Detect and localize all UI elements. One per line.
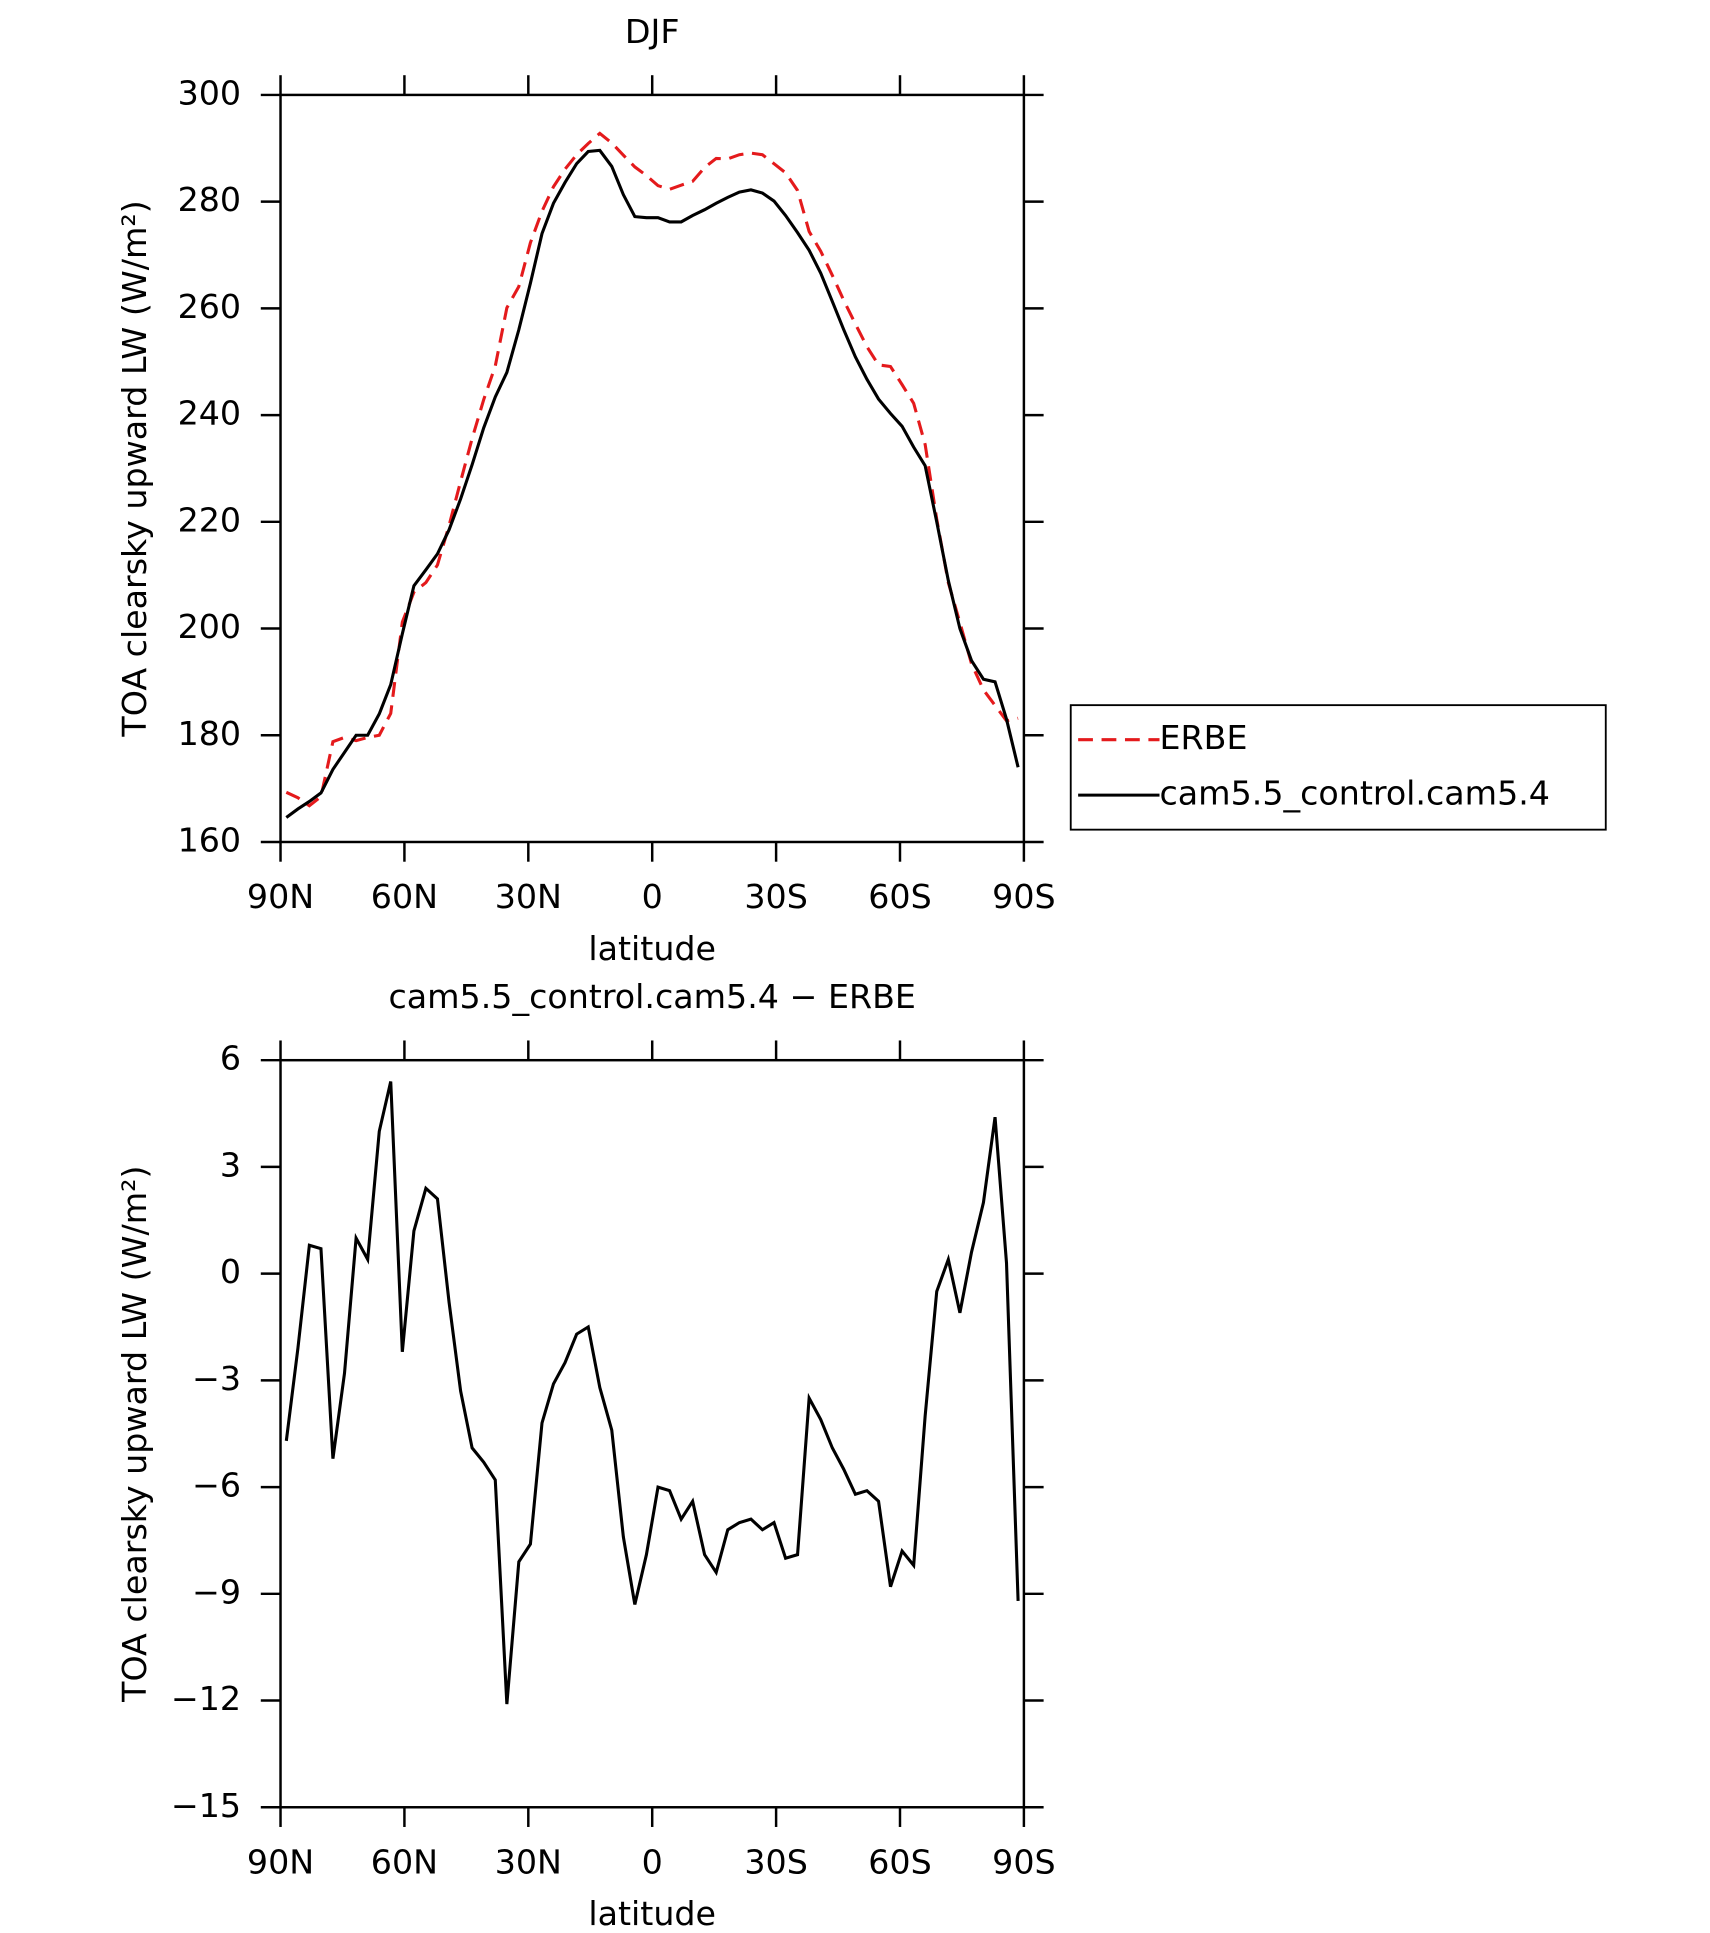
x-tick-label: 90N	[247, 877, 314, 916]
y-tick-label: 300	[178, 73, 242, 112]
plot-frame	[279, 93, 1026, 844]
x-tick-label: 60N	[371, 1842, 438, 1881]
x-tick-label: 30N	[495, 1842, 562, 1881]
x-tick-label: 60S	[868, 1842, 931, 1881]
legend-box	[1069, 704, 1607, 831]
y-tick-label: 260	[178, 287, 242, 326]
x-tick-label: 30S	[744, 877, 807, 916]
data-line	[285, 148, 1020, 819]
y-tick-label: 0	[220, 1252, 241, 1291]
y-tick-label: 160	[178, 820, 242, 859]
y-tick-label: 200	[178, 607, 242, 646]
data-line	[284, 1081, 1020, 1705]
x-tick-label: 60N	[371, 877, 438, 916]
x-axis-label: latitude	[588, 1894, 716, 1933]
legend-label: cam5.5_control.cam5.4	[1159, 774, 1549, 813]
y-tick-label: 6	[220, 1039, 241, 1078]
chart-title: DJF	[625, 12, 680, 51]
y-tick-label: 240	[178, 394, 242, 433]
y-tick-label: 3	[220, 1145, 241, 1184]
y-tick-label: 180	[178, 714, 242, 753]
y-tick-label: 220	[178, 500, 242, 539]
x-tick-label: 90S	[992, 1842, 1055, 1881]
y-tick-label: −15	[171, 1786, 241, 1825]
x-tick-label: 60S	[868, 877, 931, 916]
x-tick-label: 0	[642, 1842, 663, 1881]
x-tick-label: 30N	[495, 877, 562, 916]
x-axis-label: latitude	[588, 929, 716, 968]
y-tick-label: 280	[178, 180, 242, 219]
data-line	[285, 131, 1019, 808]
y-axis-label: TOA clearsky upward LW (W/m²)	[115, 1166, 154, 1703]
y-tick-label: −3	[192, 1359, 241, 1398]
x-tick-label: 0	[642, 877, 663, 916]
x-tick-label: 90S	[992, 877, 1055, 916]
y-tick-label: −12	[171, 1679, 241, 1718]
y-tick-label: −6	[192, 1466, 241, 1505]
y-axis-label: TOA clearsky upward LW (W/m²)	[115, 200, 154, 737]
x-tick-label: 90N	[247, 1842, 314, 1881]
y-tick-label: −9	[192, 1572, 241, 1611]
legend-label: ERBE	[1159, 718, 1247, 757]
plot-frame	[279, 1058, 1026, 1809]
x-tick-label: 30S	[744, 1842, 807, 1881]
chart-title: cam5.5_control.cam5.4 − ERBE	[388, 977, 915, 1016]
